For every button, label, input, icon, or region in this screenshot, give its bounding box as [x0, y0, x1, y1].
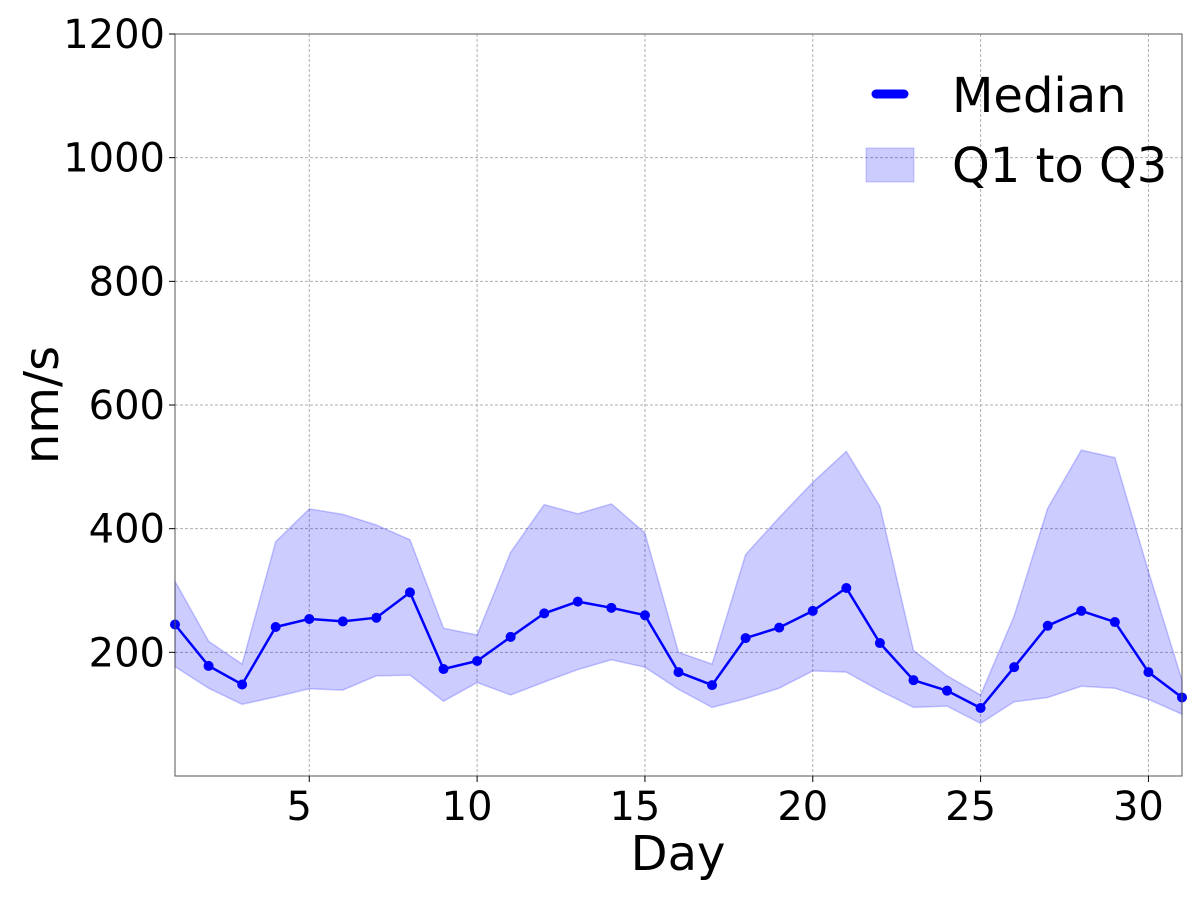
- median-point: [270, 621, 281, 632]
- median-point: [572, 596, 583, 607]
- legend-iqr-label: Q1 to Q3: [952, 138, 1167, 194]
- y-tick-label: 400: [89, 507, 165, 553]
- median-point: [975, 702, 986, 713]
- x-tick-label: 15: [609, 784, 660, 830]
- x-tick-label: 5: [287, 784, 312, 830]
- x-tick-label: 25: [945, 784, 996, 830]
- median-point: [1109, 617, 1120, 628]
- x-axis: 5 10 15 20 25 30: [287, 776, 1164, 830]
- y-tick-label: 1200: [63, 12, 165, 58]
- x-axis-title: Day: [631, 826, 726, 882]
- median-point: [841, 583, 852, 594]
- median-point: [774, 622, 785, 633]
- median-point: [539, 608, 550, 619]
- legend-iqr-swatch: [865, 147, 915, 183]
- median-point: [707, 680, 718, 691]
- median-point: [1143, 667, 1154, 678]
- median-point: [1076, 605, 1087, 616]
- median-point: [337, 616, 348, 627]
- median-point: [874, 638, 885, 649]
- y-axis-title: nm/s: [14, 346, 70, 464]
- median-point: [237, 679, 248, 690]
- y-tick-label: 1000: [63, 136, 165, 182]
- median-point: [472, 655, 483, 666]
- y-tick-label: 200: [89, 630, 165, 676]
- median-point: [203, 660, 214, 671]
- x-tick-label: 30: [1113, 784, 1164, 830]
- median-point: [404, 587, 415, 598]
- median-point: [639, 610, 650, 621]
- iqr-band: [174, 449, 1183, 725]
- median-point: [673, 667, 684, 678]
- median-point: [505, 631, 516, 642]
- median-point: [942, 685, 953, 696]
- legend: Median Q1 to Q3: [865, 68, 1167, 194]
- legend-median-label: Median: [952, 68, 1127, 124]
- y-axis: 200 400 600 800 1000 1200: [63, 12, 175, 676]
- x-tick-label: 20: [777, 784, 828, 830]
- median-point: [371, 612, 382, 623]
- median-point: [908, 675, 919, 686]
- y-tick-label: 600: [89, 383, 165, 429]
- median-point: [740, 633, 751, 644]
- median-point: [1009, 662, 1020, 673]
- median-point: [438, 664, 449, 675]
- median-point: [807, 605, 818, 616]
- median-point: [606, 602, 617, 613]
- median-point: [1042, 620, 1053, 631]
- median-point: [304, 613, 315, 624]
- x-tick-label: 10: [442, 784, 493, 830]
- y-tick-label: 800: [89, 259, 165, 305]
